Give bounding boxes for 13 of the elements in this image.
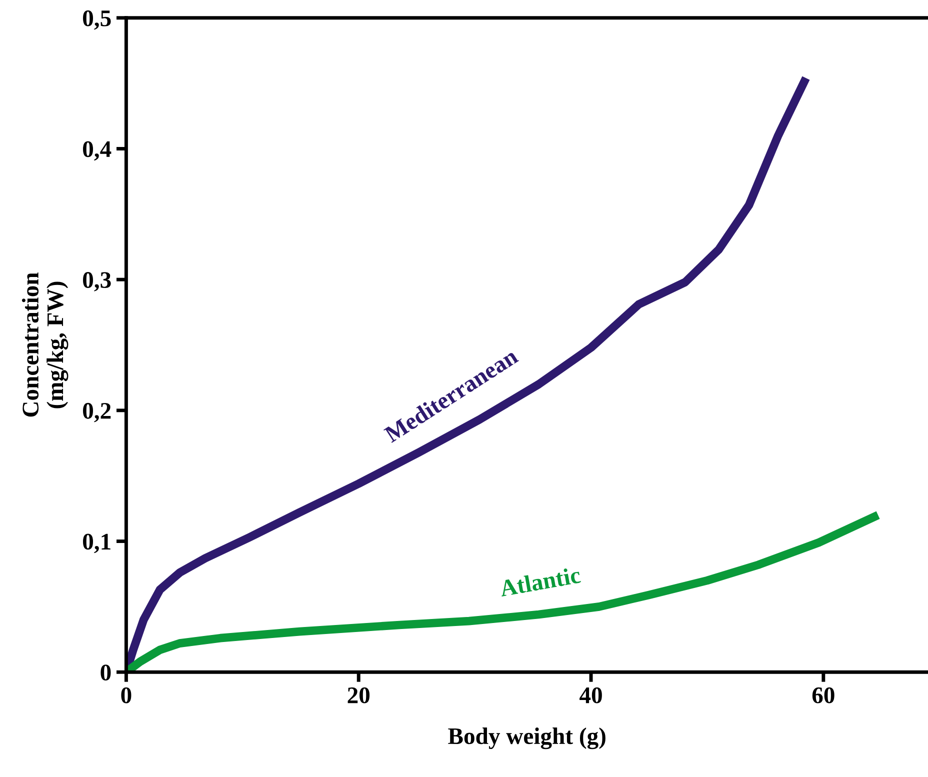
- y-tick-label: 0,2: [83, 402, 111, 422]
- y-tick-label: 0,1: [83, 534, 110, 554]
- text: Atlantic: [498, 566, 582, 597]
- y-axis-title: Concentration (mg/kg, FW): [22, 272, 68, 417]
- y-tick-label: 0,5: [83, 10, 111, 30]
- x-tick-label: 0: [121, 687, 132, 704]
- y-tick-label: 0,4: [83, 141, 112, 161]
- y-tick-label: 0,3: [83, 272, 111, 292]
- x-tick-label: 40: [580, 687, 602, 704]
- y-tick-label: 0: [100, 664, 111, 681]
- x-tick-label: 20: [348, 687, 370, 704]
- x-axis-title: Body weight (g): [448, 728, 606, 750]
- x-tick-label: 60: [812, 687, 834, 704]
